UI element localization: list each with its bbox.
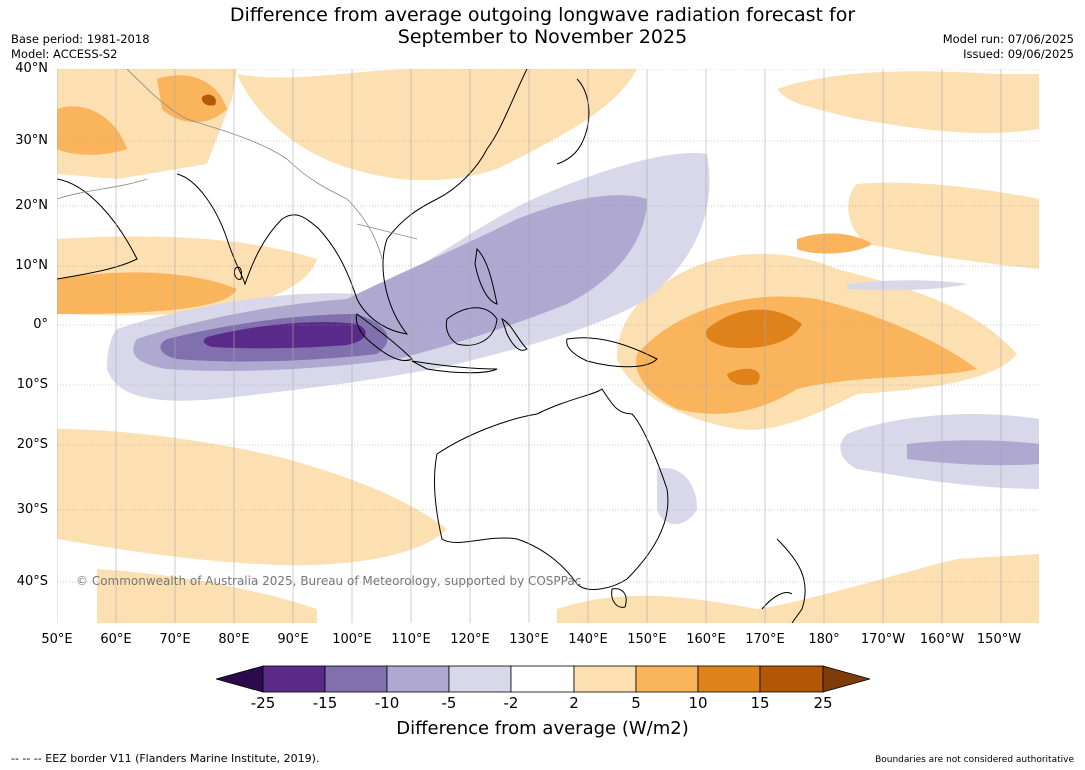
lon-label: 150°W [976,632,1022,647]
lat-label: 0° [33,317,48,332]
eez-legend: -- -- -- EEZ border V11 (Flanders Marine… [11,752,320,765]
lon-label: 50°E [41,632,73,647]
colorbar-bin [759,665,824,693]
lon-label: 170°E [745,632,785,647]
lon-label: 140°E [568,632,608,647]
borneo-coastline [445,307,498,346]
colorbar-bin [324,665,388,693]
colorbar-bin [448,665,512,693]
lon-label: 110°E [391,632,431,647]
lat-label: 20°S [16,437,48,452]
colorbar-tick-label: -15 [312,694,338,712]
positive-anomaly-shading [57,69,1039,623]
japan-coastline [556,78,590,165]
colorbar-tick-label: 15 [750,694,770,712]
map-title: Difference from average outgoing longwav… [0,4,1085,48]
sulawesi-coastline [501,318,528,351]
colorbar-tick-label: 5 [631,694,641,712]
lat-label: 10°N [15,258,48,273]
colorbar-title: Difference from average (W/m2) [396,718,689,739]
border-line [346,198,418,260]
colorbar-tick-label: 25 [813,694,833,712]
model-run: Model run: 07/06/2025 [942,32,1074,46]
meta-right: Model run: 07/06/2025 Issued: 09/06/2025 [943,32,1074,62]
colorbar-tick-label: -5 [441,694,457,712]
colorbar-extend-high [822,665,870,693]
lon-label: 120°E [450,632,490,647]
meta-left: Base period: 1981-2018 Model: ACCESS-S2 [11,32,150,62]
colorbar-tick-label: 2 [569,694,579,712]
lon-label: 100°E [332,632,372,647]
colorbar-bin [262,665,326,693]
colorbar-extend-low [216,665,264,693]
lon-label: 60°E [100,632,132,647]
map-panel [57,69,1039,623]
negative-anomaly-shading [107,153,1039,524]
australia-coastline [434,388,669,590]
lat-label: 40°S [16,574,48,589]
lon-label: 150°E [627,632,667,647]
lat-label: 30°N [15,133,48,148]
title-line-2: September to November 2025 [397,26,688,48]
new-zealand-coastline [761,538,806,623]
java-coastline [411,360,498,374]
colorbar-bin [697,665,761,693]
lat-label: 20°N [15,198,48,213]
anomaly-region-p2-5 [848,182,1039,269]
lat-label: 30°S [16,502,48,517]
colorbar-bin [573,665,637,693]
colorbar-tick-label: -10 [374,694,400,712]
meridians [57,69,1002,623]
lon-label: 80°E [218,632,250,647]
anomaly-map [57,69,1039,623]
anomaly-region-m10-m5 [907,440,1039,466]
border-line [126,69,348,200]
lon-label: 170°W [860,632,906,647]
colorbar-tick-label: -25 [250,694,276,712]
colorbar-bin [510,665,575,693]
anomaly-region-p2-5 [237,69,637,181]
coastlines [57,69,806,623]
lon-label: 70°E [159,632,191,647]
lon-label: 160°E [686,632,726,647]
anomaly-region-p5-10 [157,75,227,123]
model-name: Model: ACCESS-S2 [11,47,118,61]
anomaly-region-p2-5 [57,429,447,566]
copyright-notice: © Commonwealth of Australia 2025, Bureau… [76,574,582,588]
issued-date: Issued: 09/06/2025 [963,47,1074,61]
lon-label: 180° [808,632,840,647]
anomaly-region-p2-5 [777,71,1039,134]
india-coastline [176,173,320,286]
lon-label: 90°E [277,632,309,647]
base-period: Base period: 1981-2018 [11,32,150,46]
colorbar-tick-label: 10 [688,694,708,712]
lat-label: 10°S [16,377,48,392]
sri-lanka-coastline [234,266,242,280]
lat-label: 40°N [15,61,48,76]
colorbar-bin [635,665,699,693]
colorbar-tick-label: -2 [503,694,519,712]
new-guinea-coastline [566,337,658,368]
philippines-coastline [474,247,498,305]
anomaly-region-m5-m2 [847,280,967,291]
border-line [57,178,148,200]
southeast-asia-coastline [318,69,528,335]
colorbar [216,665,870,693]
anomaly-region-p10-15 [705,309,802,349]
anomaly-region-p5-10 [57,106,127,155]
boundaries-disclaimer: Boundaries are not considered authoritat… [875,755,1074,765]
lon-label: 130°E [509,632,549,647]
colorbar-bin [386,665,450,693]
anomaly-region-p2-5 [97,569,317,623]
anomaly-region-p10-15 [727,368,760,386]
anomaly-region-p5-10 [797,233,872,254]
anomaly-region-m25-m15 [203,322,366,349]
lon-label: 160°W [919,632,965,647]
anomaly-region-p15-25 [201,94,216,106]
title-line-1: Difference from average outgoing longwav… [229,4,856,26]
tasmania-coastline [611,588,627,608]
anomaly-region-p2-5 [557,554,1039,623]
anomaly-region-p5-10 [57,272,237,314]
arabia-coastline [57,178,138,280]
